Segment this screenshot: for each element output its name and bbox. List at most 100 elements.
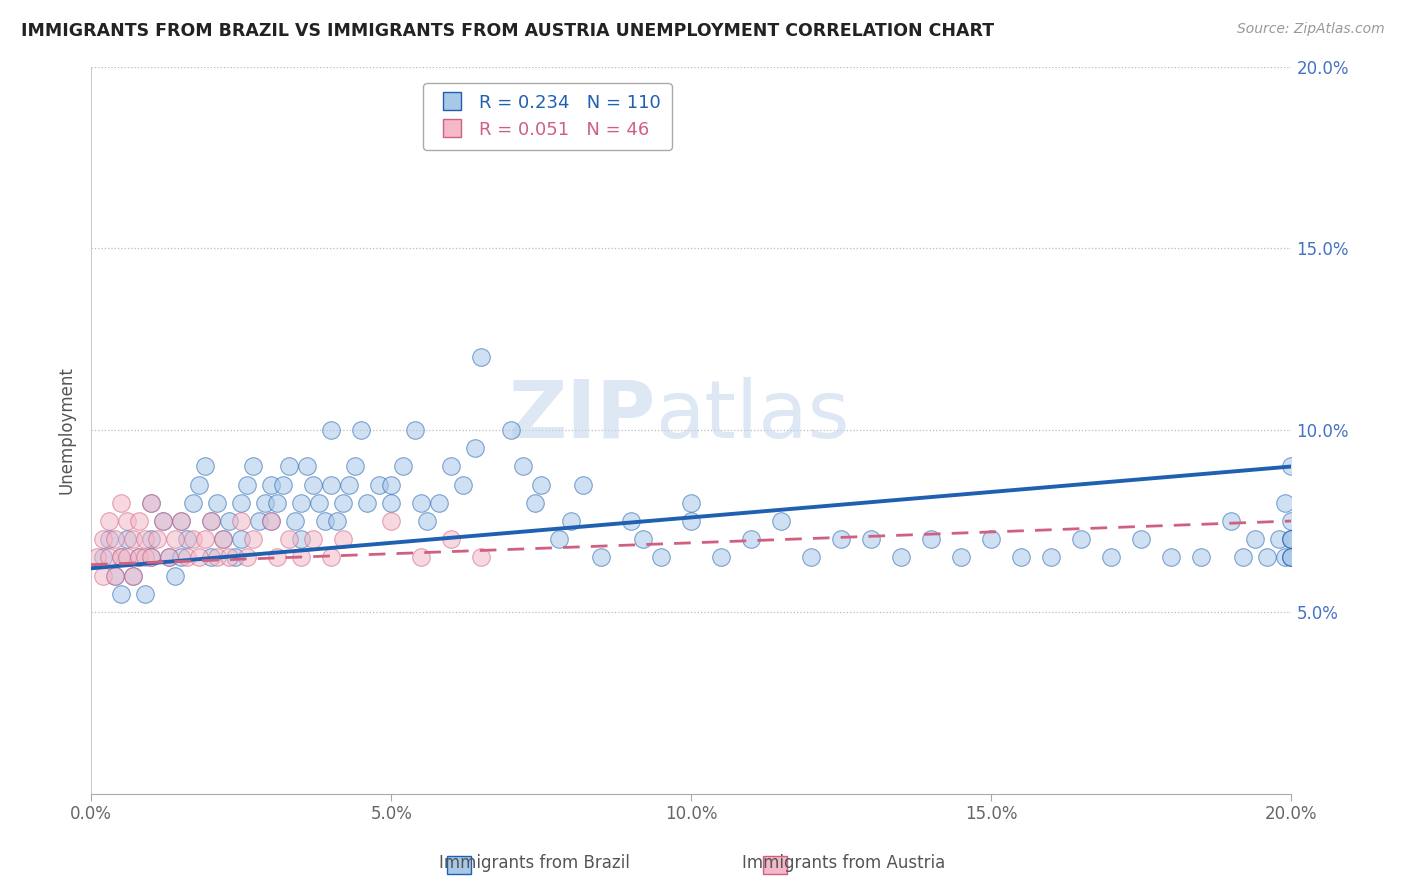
Point [104,568,127,582]
Point [212,532,235,546]
Point [1256,550,1278,565]
Point [188,550,211,565]
Point [332,496,354,510]
Point [104,532,127,546]
Point [560,514,582,528]
Point [115,532,138,546]
Point [380,496,402,510]
Point [205,496,228,510]
Point [260,477,283,491]
Point [146,532,169,546]
Point [242,532,264,546]
Point [800,550,823,565]
Point [247,514,270,528]
Point [157,550,180,565]
Point [350,423,373,437]
Point [176,550,198,565]
Point [194,532,217,546]
Point [326,514,349,528]
Point [266,496,288,510]
Point [411,550,433,565]
Point [141,550,163,565]
Point [128,550,150,565]
Point [501,423,523,437]
Point [1160,550,1182,565]
Point [157,550,180,565]
Point [1010,550,1032,565]
Point [950,550,973,565]
Legend: R = 0.234   N = 110, R = 0.051   N = 46: R = 0.234 N = 110, R = 0.051 N = 46 [423,83,672,150]
Point [122,532,145,546]
Point [290,496,312,510]
Point [1040,550,1063,565]
Point [170,550,193,565]
Point [416,514,439,528]
Point [344,459,367,474]
Point [1099,550,1122,565]
Point [920,532,942,546]
Point [254,496,277,510]
Point [980,532,1002,546]
Point [212,532,235,546]
Point [284,514,307,528]
Point [86,550,108,565]
Point [1232,550,1254,565]
Point [321,423,343,437]
Point [231,496,253,510]
Point [1070,532,1092,546]
Point [152,514,174,528]
Point [110,587,132,601]
Point [1268,532,1291,546]
Point [194,459,217,474]
Point [165,532,187,546]
Point [548,532,571,546]
Point [681,496,703,510]
Point [278,459,301,474]
Point [91,568,114,582]
Point [110,550,132,565]
Point [91,550,114,565]
Point [181,532,204,546]
Point [200,514,222,528]
Point [1274,496,1296,510]
Point [512,459,534,474]
Point [134,532,156,546]
Point [332,532,354,546]
Point [218,514,240,528]
Point [134,550,156,565]
Point [1281,514,1303,528]
Point [530,477,553,491]
Point [91,532,114,546]
Point [260,514,283,528]
Point [98,550,121,565]
Point [302,477,325,491]
Point [470,351,492,365]
Point [1274,550,1296,565]
Point [200,550,222,565]
Point [860,532,883,546]
Point [236,477,259,491]
Point [266,550,288,565]
Point [830,532,852,546]
Point [236,550,259,565]
Point [290,532,312,546]
Point [1281,532,1303,546]
Text: Immigrants from Brazil: Immigrants from Brazil [439,855,630,872]
Point [110,496,132,510]
Point [464,442,486,456]
Point [98,532,121,546]
Point [440,532,463,546]
Point [1244,532,1267,546]
Point [770,514,793,528]
Point [380,477,402,491]
Point [740,532,762,546]
Point [110,550,132,565]
Point [411,496,433,510]
Point [188,477,211,491]
Point [890,550,912,565]
Point [152,514,174,528]
Point [633,532,655,546]
Point [356,496,378,510]
Point [170,514,193,528]
Text: Immigrants from Austria: Immigrants from Austria [742,855,945,872]
